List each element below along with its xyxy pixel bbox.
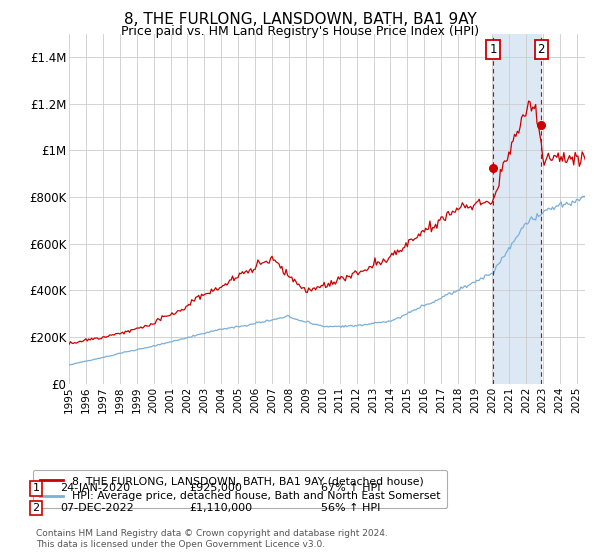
Text: 67% ↑ HPI: 67% ↑ HPI xyxy=(321,483,380,493)
Text: 07-DEC-2022: 07-DEC-2022 xyxy=(60,503,134,513)
Text: 1: 1 xyxy=(32,483,40,493)
Text: 24-JAN-2020: 24-JAN-2020 xyxy=(60,483,130,493)
Text: 2: 2 xyxy=(32,503,40,513)
Text: 56% ↑ HPI: 56% ↑ HPI xyxy=(321,503,380,513)
Legend: 8, THE FURLONG, LANSDOWN, BATH, BA1 9AY (detached house), HPI: Average price, de: 8, THE FURLONG, LANSDOWN, BATH, BA1 9AY … xyxy=(33,469,447,508)
Text: Contains HM Land Registry data © Crown copyright and database right 2024.
This d: Contains HM Land Registry data © Crown c… xyxy=(36,529,388,549)
Text: Price paid vs. HM Land Registry's House Price Index (HPI): Price paid vs. HM Land Registry's House … xyxy=(121,25,479,38)
Bar xyxy=(493,34,541,384)
Text: 8, THE FURLONG, LANSDOWN, BATH, BA1 9AY: 8, THE FURLONG, LANSDOWN, BATH, BA1 9AY xyxy=(124,12,476,27)
Text: £1,110,000: £1,110,000 xyxy=(189,503,252,513)
Text: £925,000: £925,000 xyxy=(189,483,242,493)
Text: 1: 1 xyxy=(490,44,497,57)
Text: 2: 2 xyxy=(538,44,545,57)
